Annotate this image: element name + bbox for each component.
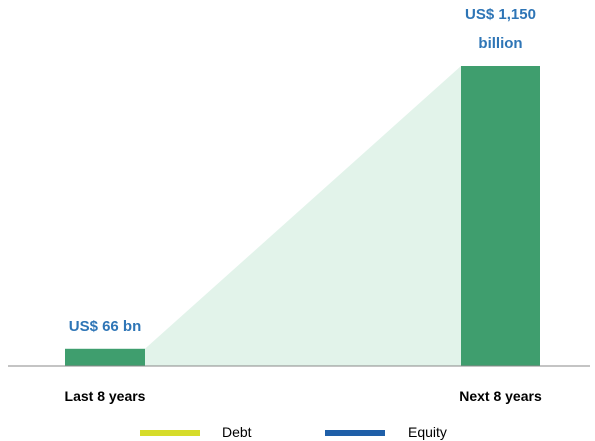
value-label: US$ 66 bn bbox=[68, 317, 142, 335]
legend-swatch bbox=[325, 430, 385, 436]
x-tick-label: Last 8 years bbox=[64, 388, 146, 404]
bar bbox=[65, 348, 145, 366]
x-tick-label: Next 8 years bbox=[459, 388, 542, 404]
value-label: US$ 1,150 billion bbox=[465, 6, 536, 52]
growth-area bbox=[145, 66, 461, 366]
legend-label: Debt bbox=[222, 424, 252, 440]
bar bbox=[461, 66, 540, 366]
legend-label: Equity bbox=[408, 424, 447, 440]
legend-swatch bbox=[140, 430, 200, 436]
